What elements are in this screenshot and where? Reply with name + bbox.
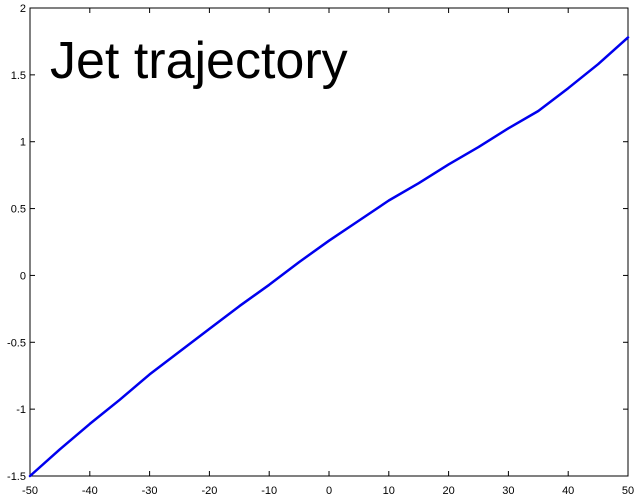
trajectory-line <box>28 36 630 478</box>
x-tick-label: -40 <box>82 485 98 497</box>
chart-title: Jet trajectory <box>50 32 348 90</box>
y-tick-label: 1.5 <box>11 70 26 82</box>
y-tick-label: 2 <box>20 3 26 15</box>
x-tick-label: 30 <box>502 485 514 497</box>
x-tick-label: -30 <box>142 485 158 497</box>
y-tick-label: -1 <box>16 404 26 416</box>
series-lines <box>28 36 630 478</box>
x-tick-label: 40 <box>562 485 574 497</box>
x-tick-label: -20 <box>201 485 217 497</box>
y-tick-label: 1 <box>20 137 26 149</box>
x-tick-label: -50 <box>22 485 38 497</box>
y-tick-label: 0 <box>20 270 26 282</box>
x-tick-label: 50 <box>622 485 634 497</box>
y-tick-label: -0.5 <box>7 337 26 349</box>
y-tick-label: 0.5 <box>11 204 26 216</box>
x-tick-label: 10 <box>383 485 395 497</box>
axis-ticks <box>29 7 629 477</box>
y-tick-label: -1.5 <box>7 471 26 483</box>
x-tick-label: -10 <box>261 485 277 497</box>
x-tick-labels: -50 -40 -30 -20 -10 0 10 20 30 40 50 <box>22 485 634 497</box>
x-tick-label: 0 <box>326 485 332 497</box>
y-tick-labels: -1.5 -1 -0.5 0 0.5 1 1.5 2 <box>7 3 26 483</box>
x-tick-label: 20 <box>442 485 454 497</box>
